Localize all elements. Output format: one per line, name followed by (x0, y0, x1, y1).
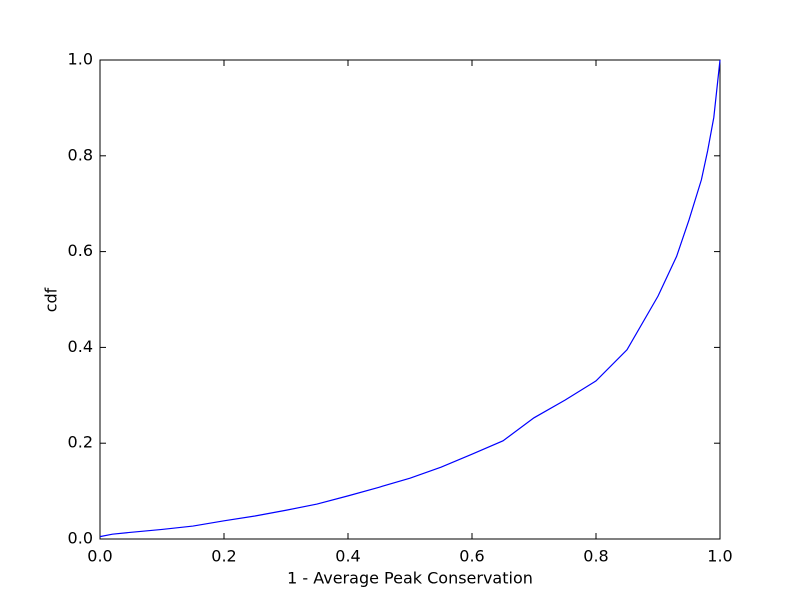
x-tick-label: 0.2 (211, 547, 236, 566)
plot-frame (99, 59, 721, 540)
y-tick-label: 0.4 (68, 337, 93, 356)
x-tick-label: 0.0 (87, 547, 112, 566)
x-axis-label: 1 - Average Peak Conservation (287, 569, 533, 588)
y-axis-label: cdf (42, 287, 61, 312)
y-tick-label: 0.8 (68, 145, 93, 164)
x-tick-label: 1.0 (707, 547, 732, 566)
x-tick-label: 0.4 (335, 547, 360, 566)
x-tick-label: 0.8 (583, 547, 608, 566)
y-tick-label: 0.2 (68, 433, 93, 452)
x-tick-label: 0.6 (459, 547, 484, 566)
y-tick-label: 0.0 (68, 529, 93, 548)
data-line (99, 59, 721, 538)
y-tick-label: 1.0 (68, 50, 93, 69)
y-tick-label: 0.6 (68, 241, 93, 260)
